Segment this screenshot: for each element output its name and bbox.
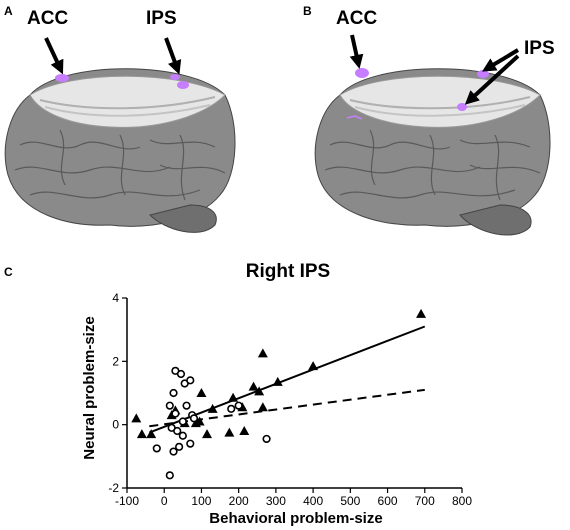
arrows-b [349, 34, 520, 105]
circle-point [175, 442, 184, 451]
x-tick-label: 100 [191, 494, 211, 508]
triangle-point [239, 426, 250, 435]
data-points [131, 308, 427, 480]
x-tick-label: 800 [452, 494, 472, 508]
panel-a-letter: A [4, 4, 13, 18]
y-tick-label: 4 [112, 291, 119, 305]
triangle-point [248, 381, 259, 391]
triangle-point [207, 403, 218, 413]
x-tick-label: 500 [340, 494, 360, 508]
ips-label-b: IPS [524, 38, 555, 59]
chart-axes: -100 0 100 200 300 400 500 600 700 800 -2 0 2 4 [108, 291, 472, 508]
circle-point [178, 431, 187, 440]
brain-image-b [314, 68, 551, 236]
circle-point [262, 434, 271, 444]
x-tick-label: -100 [115, 494, 139, 508]
circle-point [186, 376, 195, 385]
x-tick-label: 200 [229, 494, 249, 508]
x-tick-label: 0 [161, 494, 168, 508]
acc-label-b: ACC [336, 8, 378, 29]
circle-point [176, 369, 186, 379]
arrows-a [44, 37, 182, 75]
triangle-point [416, 308, 427, 318]
circle-point [165, 471, 174, 480]
ips-arrow-b-upper [481, 48, 520, 72]
y-axis-title: Neural problem-size [81, 316, 98, 459]
circle-point [165, 401, 174, 410]
acc-activation-b [355, 68, 369, 78]
ips-arrow-b-lower [464, 54, 520, 105]
ips-arrow-a [164, 37, 182, 75]
circle-point [152, 444, 161, 453]
right-ips-scatter-chart: Right IPS -100 0 100 200 300 400 500 600 700 800-… [81, 261, 472, 527]
acc-label-a: ACC [27, 8, 69, 29]
triangle-point [196, 388, 207, 397]
triangle-point [272, 376, 283, 386]
circle-point [171, 409, 180, 418]
chart-title: Right IPS [246, 261, 330, 282]
circle-point [189, 414, 199, 423]
triangle-point [146, 429, 157, 439]
triangle-point [131, 413, 142, 423]
y-tick-label: 0 [112, 418, 119, 432]
circle-point [227, 404, 236, 413]
panel-b-letter: B [303, 4, 312, 18]
x-tick-label: 700 [415, 494, 435, 508]
circle-point [178, 417, 187, 426]
y-tick-label: 2 [112, 354, 119, 368]
circle-point [186, 439, 195, 448]
triangle-point [257, 348, 268, 358]
panel-c-letter: C [4, 265, 13, 279]
acc-activation-a [55, 74, 69, 82]
triangle-point [254, 386, 265, 396]
triangle-point [136, 429, 147, 439]
triangle-point [308, 361, 319, 371]
circle-point [169, 388, 178, 398]
ips-activation-b-upper [477, 70, 489, 78]
ips-activation-a [177, 81, 189, 89]
brain-image-a [4, 68, 236, 233]
dashed-fit-line [149, 388, 425, 428]
triangle-point [202, 429, 213, 439]
triangle-point [257, 402, 268, 412]
circle-point [234, 401, 243, 410]
triangle-point [194, 416, 205, 426]
y-tick-label: -2 [108, 481, 119, 495]
triangle-point [224, 427, 235, 437]
circle-point [169, 447, 178, 456]
x-axis-title: Behavioral problem-size [209, 510, 382, 527]
circle-point [173, 426, 182, 436]
circle-point [182, 401, 191, 410]
x-tick-label: 600 [378, 494, 398, 508]
x-tick-label: 400 [303, 494, 323, 508]
x-tick-label: 300 [266, 494, 286, 508]
acc-arrow-b [349, 34, 364, 69]
ips-label-a: IPS [146, 8, 177, 29]
triangle-point [228, 392, 239, 402]
acc-arrow-a [44, 37, 64, 75]
ips-activation-b-lower [457, 103, 467, 111]
